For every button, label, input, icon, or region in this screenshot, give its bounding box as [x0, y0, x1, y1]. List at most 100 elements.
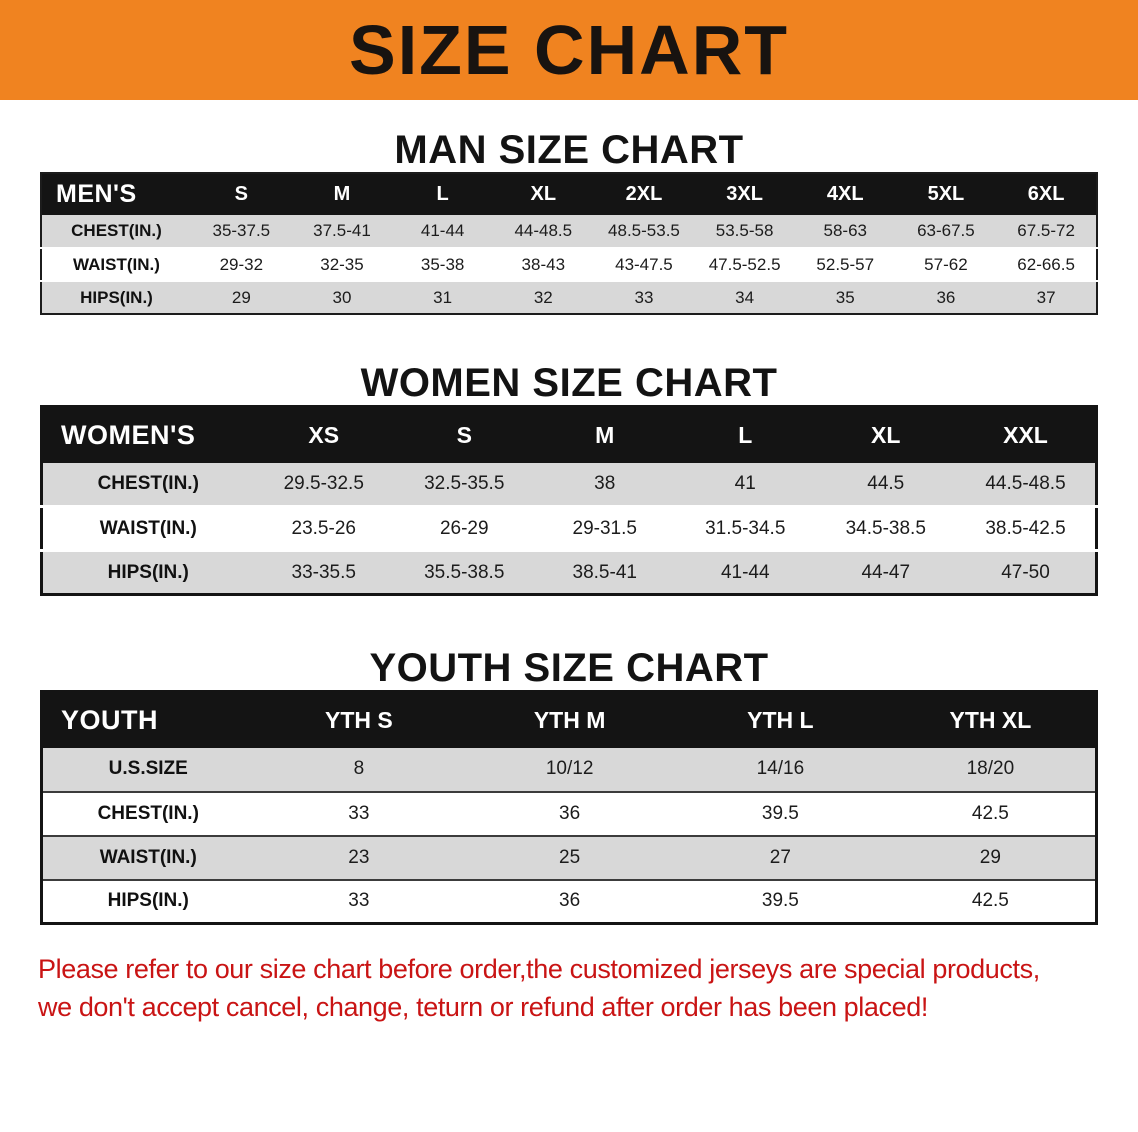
table-header-row: WOMEN'S XS S M L XL XXL	[41, 406, 1097, 463]
value-cell: 30	[291, 281, 393, 314]
value-cell: 41-44	[675, 550, 816, 595]
table-row: WAIST(IN.) 23 25 27 29	[41, 835, 1097, 881]
value-cell: 37	[996, 281, 1097, 314]
value-cell: 38.5-41	[534, 550, 675, 595]
row-label: WAIST(IN.)	[41, 248, 191, 282]
column-header: L	[392, 173, 493, 215]
column-header: L	[675, 406, 816, 463]
value-cell: 41	[675, 462, 816, 508]
value-cell: 8	[253, 747, 465, 793]
column-header: 4XL	[794, 173, 896, 215]
value-cell: 48.5-53.5	[593, 215, 695, 249]
value-cell: 41-44	[392, 215, 493, 249]
column-header: S	[394, 406, 535, 463]
row-label: CHEST(IN.)	[41, 462, 254, 508]
row-label: HIPS(IN.)	[41, 281, 191, 314]
value-cell: 52.5-57	[794, 248, 896, 282]
value-cell: 53.5-58	[694, 215, 795, 249]
column-header: 2XL	[593, 173, 695, 215]
column-header: XL	[492, 173, 594, 215]
row-label: WAIST(IN.)	[41, 835, 254, 881]
value-cell: 36	[464, 791, 675, 837]
value-cell: 39.5	[675, 791, 886, 837]
table-row: CHEST(IN.) 33 36 39.5 42.5	[41, 791, 1097, 837]
value-cell: 33	[253, 879, 465, 924]
table-row: HIPS(IN.) 33 36 39.5 42.5	[41, 879, 1097, 924]
value-cell: 33	[253, 791, 465, 837]
value-cell: 35	[794, 281, 896, 314]
value-cell: 44.5	[815, 462, 956, 508]
table-corner-label: YOUTH	[41, 691, 254, 748]
value-cell: 34	[694, 281, 795, 314]
value-cell: 35-37.5	[191, 215, 292, 249]
table-corner-label: WOMEN'S	[41, 406, 254, 463]
value-cell: 39.5	[675, 879, 886, 924]
men-section-heading: MAN SIZE CHART	[394, 128, 744, 172]
column-header: YTH S	[253, 691, 465, 748]
value-cell: 23	[253, 835, 465, 881]
row-label: HIPS(IN.)	[41, 879, 254, 924]
table-row: CHEST(IN.) 35-37.5 37.5-41 41-44 44-48.5 48.5…	[41, 215, 1097, 249]
youth-size-table: YOUTH YTH S YTH M YTH L YTH XL U.S.SIZE 8 10/12…	[40, 690, 1098, 925]
order-policy-note: Please refer to our size chart before or…	[38, 951, 1102, 1027]
row-label: CHEST(IN.)	[41, 215, 191, 249]
column-header: M	[534, 406, 675, 463]
size-chart-banner: SIZE CHART	[0, 0, 1138, 100]
table-row: CHEST(IN.) 29.5-32.5 32.5-35.5 38 41 44.5 44.5…	[41, 462, 1097, 508]
value-cell: 58-63	[794, 215, 896, 249]
column-header: YTH M	[464, 691, 675, 748]
youth-section-heading: YOUTH SIZE CHART	[369, 646, 769, 690]
table-header-row: YOUTH YTH S YTH M YTH L YTH XL	[41, 691, 1097, 748]
value-cell: 35-38	[392, 248, 493, 282]
row-label: WAIST(IN.)	[41, 506, 254, 552]
women-size-table: WOMEN'S XS S M L XL XXL CHEST(IN.) 29.5-32.5 32.5…	[40, 405, 1098, 596]
value-cell: 47.5-52.5	[694, 248, 795, 282]
value-cell: 31.5-34.5	[675, 506, 816, 552]
value-cell: 47-50	[956, 550, 1097, 595]
value-cell: 67.5-72	[996, 215, 1097, 249]
value-cell: 36	[464, 879, 675, 924]
value-cell: 18/20	[885, 747, 1097, 793]
men-size-table: MEN'S S M L XL 2XL 3XL 4XL 5XL 6XL CHEST(IN.) 35-37…	[40, 172, 1098, 315]
policy-line-2: we don't accept cancel, change, teturn o…	[38, 991, 928, 1022]
value-cell: 62-66.5	[996, 248, 1097, 282]
row-label: U.S.SIZE	[41, 747, 254, 793]
value-cell: 43-47.5	[593, 248, 695, 282]
table-row: U.S.SIZE 8 10/12 14/16 18/20	[41, 747, 1097, 793]
row-label: CHEST(IN.)	[41, 791, 254, 837]
table-row: HIPS(IN.) 29 30 31 32 33 34 35 36 37	[41, 281, 1097, 314]
column-header: S	[191, 173, 292, 215]
value-cell: 34.5-38.5	[815, 506, 956, 552]
value-cell: 29	[885, 835, 1097, 881]
value-cell: 44-48.5	[492, 215, 594, 249]
column-header: XS	[253, 406, 394, 463]
value-cell: 38.5-42.5	[956, 506, 1097, 552]
table-corner-label: MEN'S	[41, 173, 191, 215]
value-cell: 32	[492, 281, 594, 314]
column-header: M	[291, 173, 393, 215]
table-row: WAIST(IN.) 23.5-26 26-29 29-31.5 31.5-34.5 34…	[41, 506, 1097, 552]
value-cell: 33	[593, 281, 695, 314]
value-cell: 35.5-38.5	[394, 550, 535, 595]
column-header: 3XL	[694, 173, 795, 215]
value-cell: 23.5-26	[253, 506, 394, 552]
value-cell: 42.5	[885, 879, 1097, 924]
value-cell: 10/12	[464, 747, 675, 793]
table-header-row: MEN'S S M L XL 2XL 3XL 4XL 5XL 6XL	[41, 173, 1097, 215]
column-header: XXL	[956, 406, 1097, 463]
column-header: YTH L	[675, 691, 886, 748]
value-cell: 44.5-48.5	[956, 462, 1097, 508]
value-cell: 37.5-41	[291, 215, 393, 249]
value-cell: 44-47	[815, 550, 956, 595]
value-cell: 29-32	[191, 248, 292, 282]
column-header: 5XL	[895, 173, 997, 215]
value-cell: 25	[464, 835, 675, 881]
banner-title: SIZE CHART	[349, 11, 789, 89]
value-cell: 26-29	[394, 506, 535, 552]
value-cell: 29.5-32.5	[253, 462, 394, 508]
value-cell: 32-35	[291, 248, 393, 282]
value-cell: 57-62	[895, 248, 997, 282]
value-cell: 27	[675, 835, 886, 881]
column-header: 6XL	[996, 173, 1097, 215]
policy-line-1: Please refer to our size chart before or…	[38, 954, 1040, 984]
